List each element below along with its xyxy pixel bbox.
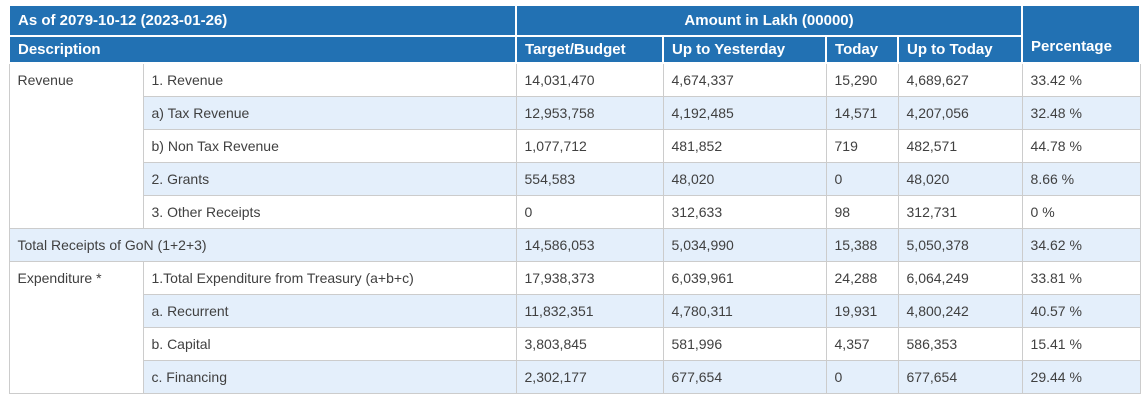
cell-target-budget: 11,832,351 — [515, 294, 664, 328]
row-total-label-cell: Total Receipts of GoN (1+2+3) — [8, 228, 517, 262]
table-header: As of 2079-10-12 (2023-01-26) Amount in … — [7, 4, 1142, 64]
cell-percentage: 34.62 % — [1021, 228, 1141, 262]
cell-percentage: 8.66 % — [1021, 162, 1141, 196]
col-header-description: Description — [7, 35, 518, 64]
cell-up-to-yesterday: 481,852 — [662, 129, 827, 163]
cell-up-to-yesterday: 5,034,990 — [662, 228, 827, 262]
cell-up-to-today: 4,689,627 — [897, 62, 1023, 97]
cell-up-to-today: 677,654 — [897, 360, 1023, 394]
cell-target-budget: 12,953,758 — [515, 96, 664, 130]
cell-today: 19,931 — [825, 294, 899, 328]
cell-up-to-today: 586,353 — [897, 327, 1023, 361]
cell-up-to-yesterday: 48,020 — [662, 162, 827, 196]
table-row-total-receipts: Total Receipts of GoN (1+2+3) 14,586,053… — [8, 228, 1141, 262]
cell-percentage: 15.41 % — [1021, 327, 1141, 361]
cell-up-to-yesterday: 581,996 — [662, 327, 827, 361]
row-desc-cell: 1. Revenue — [142, 62, 517, 97]
cell-target-budget: 14,031,470 — [515, 62, 664, 97]
cell-up-to-yesterday: 4,674,337 — [662, 62, 827, 97]
table-row-tax-revenue: a) Tax Revenue 12,953,758 4,192,485 14,5… — [9, 96, 1141, 130]
cell-today: 15,290 — [825, 62, 899, 97]
cell-up-to-yesterday: 677,654 — [662, 360, 827, 394]
cell-target-budget: 14,586,053 — [515, 228, 664, 262]
cell-today: 15,388 — [825, 228, 899, 262]
cell-up-to-yesterday: 4,780,311 — [662, 294, 827, 328]
cell-today: 0 — [825, 360, 899, 394]
table-row-grants: 2. Grants 554,583 48,020 0 48,020 8.66 % — [9, 162, 1141, 196]
as-of-date-header: As of 2079-10-12 (2023-01-26) — [7, 4, 518, 37]
cell-target-budget: 2,302,177 — [515, 360, 664, 394]
cell-today: 24,288 — [825, 261, 899, 295]
cell-percentage: 33.81 % — [1021, 261, 1141, 295]
table-row-non-tax-revenue: b) Non Tax Revenue 1,077,712 481,852 719… — [9, 129, 1141, 163]
row-desc-cell: 2. Grants — [142, 162, 517, 196]
cell-today: 14,571 — [825, 96, 899, 130]
budget-position-table: As of 2079-10-12 (2023-01-26) Amount in … — [7, 4, 1142, 394]
cell-percentage: 33.42 % — [1021, 62, 1141, 97]
page: As of 2079-10-12 (2023-01-26) Amount in … — [7, 4, 1142, 394]
cell-target-budget: 0 — [515, 195, 664, 229]
cell-today: 98 — [825, 195, 899, 229]
col-header-up-to-today: Up to Today — [897, 35, 1024, 64]
cell-today: 719 — [825, 129, 899, 163]
cell-target-budget: 554,583 — [515, 162, 664, 196]
cell-up-to-today: 4,800,242 — [897, 294, 1023, 328]
row-desc-cell: 1.Total Expenditure from Treasury (a+b+c… — [142, 261, 517, 295]
table-row-recurrent: a. Recurrent 11,832,351 4,780,311 19,931… — [9, 294, 1141, 328]
cell-target-budget: 17,938,373 — [515, 261, 664, 295]
header-row-columns: Description Target/Budget Up to Yesterda… — [7, 35, 1140, 64]
table-row-capital: b. Capital 3,803,845 581,996 4,357 586,3… — [9, 327, 1141, 361]
cell-percentage: 32.48 % — [1021, 96, 1141, 130]
table-body: Revenue 1. Revenue 14,031,470 4,674,337 … — [8, 62, 1141, 394]
cell-percentage: 40.57 % — [1021, 294, 1141, 328]
col-header-up-to-yesterday: Up to Yesterday — [662, 35, 828, 64]
col-header-percentage: Percentage — [1021, 4, 1142, 64]
amount-unit-header: Amount in Lakh (00000) — [515, 4, 1024, 37]
col-header-target-budget: Target/Budget — [515, 35, 665, 64]
cell-up-to-today: 6,064,249 — [897, 261, 1023, 295]
table-row-financing: c. Financing 2,302,177 677,654 0 677,654… — [9, 360, 1141, 394]
table-row-other-receipts: 3. Other Receipts 0 312,633 98 312,731 0… — [9, 195, 1141, 229]
cell-today: 0 — [825, 162, 899, 196]
cell-up-to-today: 4,207,056 — [897, 96, 1023, 130]
cell-up-to-today: 5,050,378 — [897, 228, 1023, 262]
row-desc-cell: b) Non Tax Revenue — [142, 129, 517, 163]
cell-target-budget: 1,077,712 — [515, 129, 664, 163]
cell-percentage: 0 % — [1021, 195, 1141, 229]
table-row-total-expenditure: Expenditure * 1.Total Expenditure from T… — [8, 261, 1141, 394]
cell-up-to-today: 48,020 — [897, 162, 1023, 196]
cell-up-to-yesterday: 312,633 — [662, 195, 827, 229]
row-group-cell-revenue: Revenue — [8, 62, 144, 229]
header-row-top: As of 2079-10-12 (2023-01-26) Amount in … — [7, 4, 1142, 64]
row-desc-cell: b. Capital — [142, 327, 517, 361]
cell-up-to-yesterday: 6,039,961 — [662, 261, 827, 295]
cell-up-to-today: 482,571 — [897, 129, 1023, 163]
cell-percentage: 29.44 % — [1021, 360, 1141, 394]
row-desc-cell: c. Financing — [142, 360, 517, 394]
cell-up-to-today: 312,731 — [897, 195, 1023, 229]
col-header-today: Today — [825, 35, 900, 64]
table-row-revenue-1: Revenue 1. Revenue 14,031,470 4,674,337 … — [8, 62, 1141, 229]
cell-today: 4,357 — [825, 327, 899, 361]
row-group-cell-expenditure: Expenditure * — [8, 261, 144, 394]
cell-up-to-yesterday: 4,192,485 — [662, 96, 827, 130]
row-desc-cell: 3. Other Receipts — [142, 195, 517, 229]
cell-percentage: 44.78 % — [1021, 129, 1141, 163]
row-desc-cell: a. Recurrent — [142, 294, 517, 328]
row-desc-cell: a) Tax Revenue — [142, 96, 517, 130]
cell-target-budget: 3,803,845 — [515, 327, 664, 361]
